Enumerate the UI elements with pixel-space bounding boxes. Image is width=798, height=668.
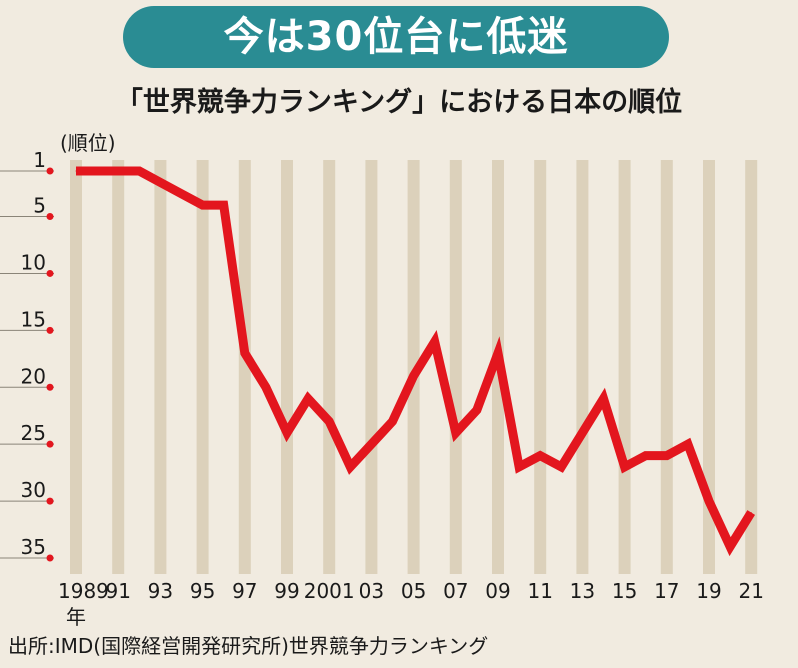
x-tick-label: 03	[359, 579, 384, 603]
source-note: 出所:IMD(国際経営開発研究所)世界競争力ランキング	[8, 634, 489, 658]
data-point	[539, 455, 541, 457]
data-point	[159, 181, 161, 183]
year-stripe	[576, 160, 589, 574]
data-point	[603, 398, 604, 400]
x-axis-label: 年	[66, 605, 86, 629]
data-point	[138, 170, 140, 172]
data-point	[624, 466, 626, 468]
data-point	[708, 500, 710, 502]
y-tick-marker	[46, 383, 54, 391]
data-point	[434, 341, 436, 343]
y-tick-marker	[46, 269, 54, 277]
data-point	[455, 432, 457, 434]
data-point	[729, 546, 731, 548]
year-stripe	[534, 160, 547, 574]
data-point	[497, 352, 499, 354]
x-tick-label: 99	[274, 579, 299, 603]
year-stripe	[618, 160, 631, 574]
y-tick-label: 30	[21, 478, 46, 502]
year-stripe	[154, 160, 167, 574]
year-stripe	[703, 160, 715, 574]
data-point	[96, 170, 98, 172]
data-point	[645, 455, 647, 457]
x-tick-label: 93	[148, 579, 173, 603]
y-tick-marker	[46, 554, 54, 562]
x-tick-label: 91	[105, 579, 130, 603]
data-point	[560, 466, 562, 468]
x-tick-label: 15	[612, 579, 637, 603]
y-tick-marker	[46, 326, 54, 334]
data-point	[307, 398, 309, 400]
y-axis-label: (順位)	[60, 131, 116, 155]
y-tick-marker	[46, 497, 54, 505]
year-stripe	[196, 160, 209, 574]
year-stripe	[281, 160, 293, 574]
year-stripe	[660, 160, 673, 574]
data-point	[202, 204, 204, 206]
data-point	[581, 432, 583, 434]
year-stripe	[365, 160, 378, 574]
year-stripe	[745, 160, 758, 574]
data-point	[750, 511, 752, 513]
y-tick-marker	[46, 440, 54, 448]
x-tick-label: 95	[190, 579, 215, 603]
data-point	[349, 466, 351, 468]
data-point	[476, 409, 478, 411]
x-tick-label: 07	[443, 579, 468, 603]
data-point	[75, 170, 77, 172]
series-layer	[75, 166, 756, 557]
x-tick-label: 1989	[58, 579, 109, 603]
x-tick-label: 19	[696, 579, 721, 603]
data-point	[328, 420, 330, 422]
x-tick-label: 2001	[304, 579, 355, 603]
year-stripe	[112, 160, 125, 574]
y-tick-label: 25	[21, 421, 46, 445]
y-tick-label: 5	[33, 194, 46, 218]
y-tick-label: 20	[21, 364, 46, 388]
year-stripe	[238, 160, 251, 574]
data-point	[392, 420, 393, 422]
x-tick-label: 17	[654, 579, 679, 603]
data-point	[370, 443, 372, 445]
y-tick-marker	[46, 213, 54, 221]
data-point	[244, 352, 246, 354]
data-point	[223, 204, 225, 206]
data-point	[518, 466, 520, 468]
data-point	[286, 432, 288, 434]
y-tick-label: 10	[21, 250, 46, 274]
x-tick-label: 05	[401, 579, 426, 603]
data-point	[117, 170, 119, 172]
background-stripes	[70, 160, 758, 574]
data-point	[666, 455, 668, 457]
headline-banner: 今は30位台に低迷	[123, 6, 669, 68]
year-stripe	[407, 160, 420, 574]
y-tick-label: 15	[21, 307, 46, 331]
x-tick-label: 21	[738, 579, 763, 603]
year-stripe	[323, 160, 336, 574]
x-tick-label: 97	[232, 579, 257, 603]
data-point	[265, 386, 267, 388]
data-point	[413, 375, 415, 377]
x-tick-label: 11	[527, 579, 552, 603]
data-point	[687, 443, 689, 445]
y-tick-label: 35	[21, 535, 46, 559]
data-point	[181, 193, 182, 195]
x-tick-label: 09	[485, 579, 510, 603]
x-tick-label: 13	[570, 579, 595, 603]
chart-subtitle: 「世界競争力ランキング」における日本の順位	[115, 87, 683, 118]
year-stripe	[449, 160, 462, 574]
y-tick-label: 1	[33, 148, 46, 172]
year-stripe	[70, 160, 82, 574]
y-tick-marker	[46, 167, 54, 175]
